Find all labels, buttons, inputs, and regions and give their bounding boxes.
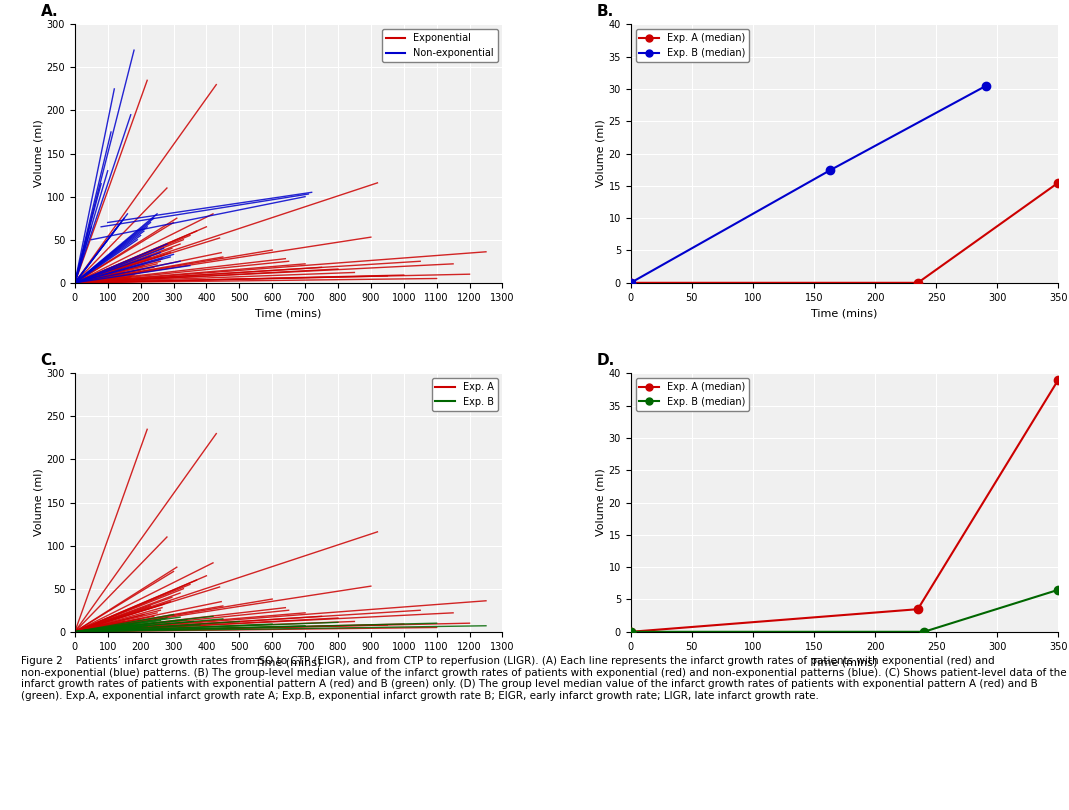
Legend: Exponential, Non-exponential: Exponential, Non-exponential	[382, 29, 497, 62]
Y-axis label: Volume (ml): Volume (ml)	[595, 469, 606, 536]
Text: D.: D.	[597, 353, 615, 368]
Text: C.: C.	[41, 353, 58, 368]
Legend: Exp. A (median), Exp. B (median): Exp. A (median), Exp. B (median)	[636, 378, 749, 411]
Y-axis label: Volume (ml): Volume (ml)	[595, 120, 606, 187]
X-axis label: Time (mins): Time (mins)	[811, 657, 878, 667]
X-axis label: Time (mins): Time (mins)	[255, 308, 322, 318]
Text: A.: A.	[41, 4, 58, 19]
Y-axis label: Volume (ml): Volume (ml)	[34, 469, 44, 536]
Text: B.: B.	[597, 4, 614, 19]
X-axis label: Time (mins): Time (mins)	[255, 657, 322, 667]
Y-axis label: Volume (ml): Volume (ml)	[34, 120, 44, 187]
Text: Figure 2    Patients’ infarct growth rates from SO to CTP (EIGR), and from CTP t: Figure 2 Patients’ infarct growth rates …	[21, 656, 1067, 701]
Legend: Exp. A (median), Exp. B (median): Exp. A (median), Exp. B (median)	[636, 29, 749, 62]
Legend: Exp. A, Exp. B: Exp. A, Exp. B	[432, 378, 497, 411]
X-axis label: Time (mins): Time (mins)	[811, 308, 878, 318]
